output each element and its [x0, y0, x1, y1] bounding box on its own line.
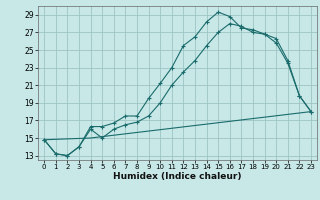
- X-axis label: Humidex (Indice chaleur): Humidex (Indice chaleur): [113, 172, 242, 181]
